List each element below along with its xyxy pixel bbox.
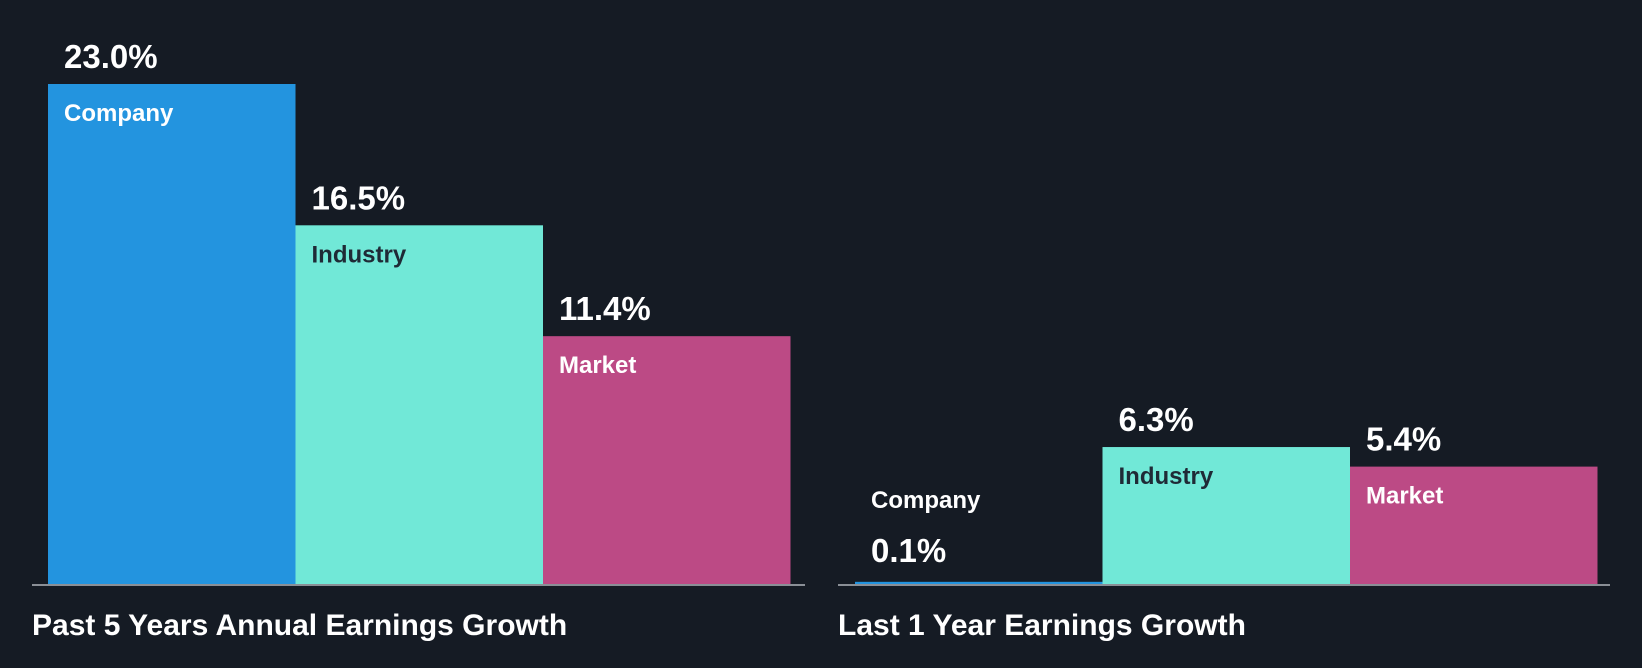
category-label-industry: Industry: [312, 241, 407, 268]
bar-company: [48, 84, 296, 584]
chart-panels: Company 23.0% Industry 16.5% Market 11.4% Past…: [32, 38, 1610, 642]
category-label-company: Company: [64, 100, 174, 127]
bar-company: [855, 581, 1103, 584]
category-label-industry: Industry: [1119, 463, 1214, 490]
value-label-market: 5.4%: [1366, 421, 1441, 458]
panel-1: Company 23.0% Industry 16.5% Market 11.4% Past…: [32, 38, 805, 642]
category-label-company: Company: [871, 487, 981, 514]
value-label-industry: 6.3%: [1119, 401, 1194, 438]
chart-title: Past 5 Years Annual Earnings Growth: [32, 609, 567, 642]
bar-market: [1350, 466, 1598, 584]
bar-market: [543, 336, 791, 584]
panel-2: Company 0.1% Industry 6.3% Market 5.4% Last 1 …: [838, 401, 1610, 642]
chart-title: Last 1 Year Earnings Growth: [838, 609, 1246, 642]
bar-industry: [1102, 447, 1350, 584]
value-label-industry: 16.5%: [312, 179, 406, 216]
category-label-market: Market: [559, 352, 636, 379]
value-label-market: 11.4%: [559, 290, 651, 327]
bar-industry: [295, 225, 543, 584]
value-label-company: 0.1%: [871, 532, 946, 569]
category-label-market: Market: [1366, 483, 1443, 510]
value-label-company: 23.0%: [64, 38, 158, 75]
